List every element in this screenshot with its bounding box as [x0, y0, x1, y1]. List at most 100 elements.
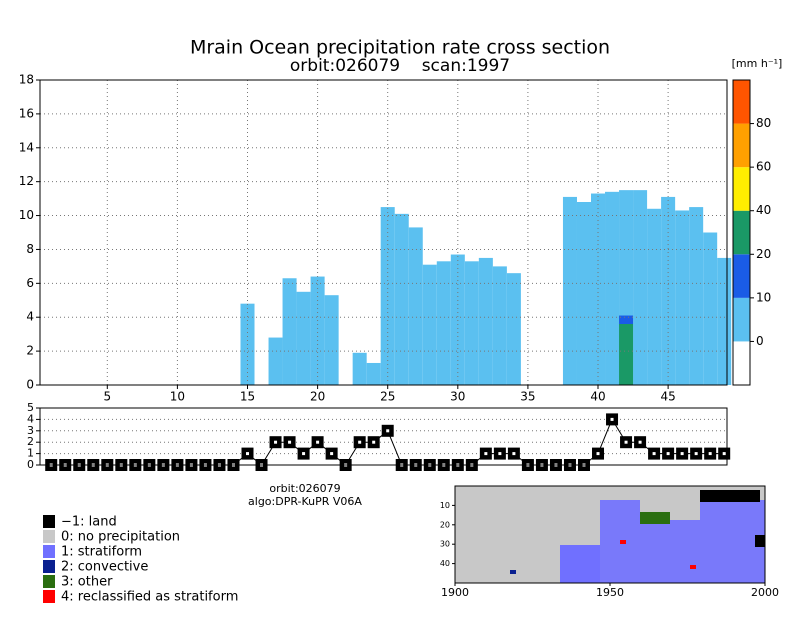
- y-tick-label: 4: [26, 310, 34, 324]
- legend-label: 4: reclassified as stratiform: [61, 590, 238, 605]
- type-marker-dot: [302, 452, 306, 456]
- rain-column: [394, 213, 409, 385]
- rain-column: [408, 227, 423, 385]
- info: algo:DPR-KuPR V06A: [248, 495, 362, 508]
- y-tick-label: 8: [26, 242, 34, 256]
- rain-column: [310, 276, 325, 385]
- rain-column: [366, 362, 381, 385]
- rain-column: [492, 266, 507, 385]
- x-tick-label: 35: [520, 390, 535, 404]
- y-tick-label: 1: [27, 447, 34, 460]
- y-tick-label: 10: [19, 208, 34, 222]
- y-tick-label: 2: [27, 435, 34, 448]
- rain-column: [422, 264, 437, 385]
- type-marker-dot: [722, 452, 726, 456]
- colorbar-segment: [733, 123, 750, 168]
- colorbar-segment: [733, 341, 750, 385]
- y-tick-label: 18: [19, 73, 34, 87]
- legend-label: 1: stratiform: [61, 545, 142, 560]
- type-marker-dot: [512, 452, 516, 456]
- y-tick-label: 14: [19, 140, 34, 154]
- legend-swatch: [43, 590, 55, 603]
- y-tick-label: 12: [19, 174, 34, 188]
- type-marker-dot: [330, 452, 334, 456]
- rain-cell: [619, 324, 634, 385]
- type-marker-dot: [358, 440, 362, 444]
- rain-column: [605, 191, 620, 385]
- rain-column: [506, 273, 521, 385]
- rain-column: [450, 254, 465, 385]
- y-tick-label: 0: [26, 378, 34, 392]
- colorbar-label: 60: [756, 160, 771, 174]
- colorbar-unit: [mm h⁻¹]: [732, 57, 783, 70]
- inset-x-label: 2000: [751, 586, 779, 599]
- x-tick-label: 25: [380, 390, 395, 404]
- legend-label: 3: other: [61, 575, 113, 590]
- rain-column: [282, 278, 297, 385]
- inset-y-label: 10: [440, 501, 450, 510]
- legend-label: −1: land: [61, 515, 117, 530]
- type-marker-dot: [246, 452, 250, 456]
- rain-column: [703, 232, 718, 385]
- x-tick-label: 20: [310, 390, 325, 404]
- chart-title: Mrain Ocean precipitation rate cross sec…: [190, 37, 610, 59]
- type-marker-dot: [372, 440, 376, 444]
- rain-column: [464, 261, 479, 385]
- y-tick-label: 3: [27, 424, 34, 437]
- y-tick-label: 2: [26, 344, 34, 358]
- colorbar-label: 40: [756, 203, 771, 217]
- colorbar-frame: [732, 79, 751, 386]
- y-tick-label: 16: [19, 106, 34, 120]
- type-marker-dot: [694, 452, 698, 456]
- colorbar-segment: [733, 80, 750, 124]
- chart-subtitle: orbit:026079 scan:1997: [290, 56, 510, 76]
- type-marker-dot: [624, 440, 628, 444]
- rain-column: [661, 196, 676, 385]
- rain-column: [324, 295, 339, 385]
- info: orbit:026079: [269, 482, 340, 495]
- inset-y-label: 30: [440, 540, 450, 549]
- rain-column: [633, 190, 648, 385]
- legend-swatch: [43, 530, 55, 543]
- rain-column: [352, 352, 367, 385]
- rain-column: [717, 257, 732, 385]
- rain-column: [675, 210, 690, 385]
- type-marker-dot: [708, 452, 712, 456]
- legend-swatch: [43, 560, 55, 573]
- y-tick-label: 4: [27, 412, 34, 425]
- type-marker-dot: [652, 452, 656, 456]
- rain-column: [591, 193, 606, 385]
- type-marker-dot: [638, 440, 642, 444]
- rain-column: [576, 202, 592, 385]
- legend-label: 0: no precipitation: [61, 530, 180, 545]
- colorbar-segment: [733, 254, 750, 298]
- legend-label: 2: convective: [61, 560, 148, 575]
- rain-cell: [619, 315, 634, 324]
- legend-swatch: [43, 515, 55, 528]
- type-marker-dot: [610, 417, 614, 421]
- inset-y-label: 20: [440, 520, 450, 529]
- type-marker-dot: [680, 452, 684, 456]
- type-marker-dot: [274, 440, 278, 444]
- type-marker-dot: [596, 452, 600, 456]
- colorbar-segment: [733, 167, 750, 211]
- rain-column: [268, 337, 283, 385]
- type-marker-dot: [288, 440, 292, 444]
- type-marker-dot: [666, 452, 670, 456]
- type-marker-dot: [498, 452, 502, 456]
- x-tick-label: 10: [170, 390, 185, 404]
- colorbar-label: 0: [756, 334, 764, 348]
- inset-x-label: 1950: [596, 586, 624, 599]
- x-tick-label: 40: [590, 390, 605, 404]
- colorbar-label: 10: [756, 290, 771, 304]
- type-marker-dot: [484, 452, 488, 456]
- legend-swatch: [43, 545, 55, 558]
- type-marker-dot: [386, 429, 390, 433]
- rain-column: [689, 207, 704, 385]
- legend-swatch: [43, 575, 55, 588]
- inset-precip: [510, 486, 765, 583]
- colorbar-segment: [733, 297, 750, 342]
- x-tick-label: 45: [660, 390, 675, 404]
- y-tick-label: 0: [27, 458, 34, 471]
